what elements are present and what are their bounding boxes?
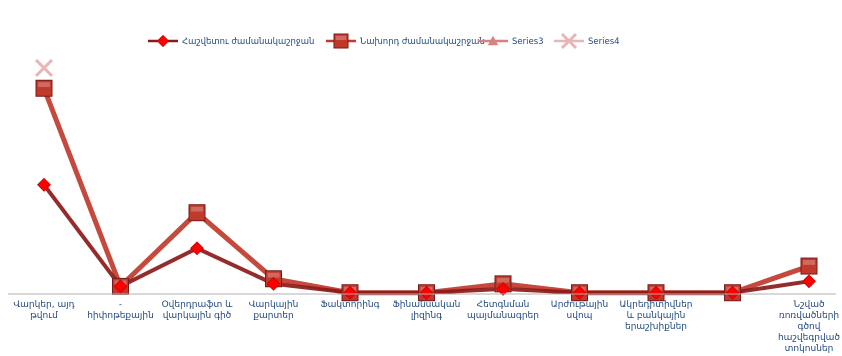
data-point-s1-2 — [190, 241, 204, 256]
legend-marker — [333, 33, 349, 49]
category-label-line: Նշված — [793, 300, 825, 310]
category-label-10: Նշված ռոռվածների գծով հաշվեգրված տոկոսներ — [778, 300, 840, 354]
category-label-8: Ակրեդիտիվներ և բանկային երաշխիքներ — [620, 300, 693, 332]
legend-label: Հաշվետու ժամանակաշրջան — [182, 37, 314, 47]
data-point-s2-10 — [800, 257, 818, 275]
category-label-line: Ֆակտորինգ — [320, 300, 379, 310]
category-label-line: ռոռվածների — [779, 311, 839, 321]
category-label-0: Վարկեր, այդ թվում — [13, 300, 74, 321]
legend-label: Series4 — [588, 37, 620, 47]
category-label-line: տոկոսներ — [785, 344, 834, 354]
category-label-line: հիփոթեքային — [87, 311, 154, 321]
category-label-line: պայմանագրեր — [467, 311, 539, 321]
category-label-line: հաշվեգրված — [778, 333, 840, 343]
category-label-line: - — [119, 300, 122, 310]
legend-marker — [560, 32, 578, 50]
legend-marker — [487, 35, 499, 46]
legend-marker-shine — [335, 35, 347, 40]
category-label-line: Ակրեդիտիվներ — [620, 300, 693, 310]
category-label-2: Օվերդրաֆտ և վարկային գիծ — [162, 300, 234, 321]
category-label-line: Արժութային — [551, 300, 608, 310]
data-point-s1-5 — [419, 285, 434, 300]
data-point-s4-0-b — [34, 58, 54, 78]
data-point-s2-6-shine — [497, 277, 509, 283]
legend-label: Նախորդ ժամանակաշրջան — [360, 37, 485, 47]
category-label-line: թվում — [30, 311, 58, 321]
data-point-s1-3 — [266, 276, 281, 291]
data-point-s2-0 — [35, 79, 53, 97]
data-point-s2-2 — [188, 204, 206, 222]
data-point-s1-9 — [725, 285, 740, 300]
category-label-line: վարկային գիծ — [163, 311, 232, 321]
category-label-line: քարտեր — [253, 311, 293, 321]
legend-label: Series3 — [512, 37, 544, 47]
series-markers — [34, 58, 818, 302]
chart-legend: Հաշվետու ժամանակաշրջան Նախորդ ժամանակաշրջ… — [148, 32, 620, 50]
series-line-1 — [42, 183, 810, 295]
data-point-s1-7 — [572, 285, 587, 300]
category-label-line: լիզինգ — [411, 311, 442, 321]
data-point-s2-0-shine — [38, 82, 50, 88]
legend-marker-body — [333, 33, 349, 49]
category-label-line: երաշխիքներ — [625, 322, 687, 332]
data-point-s2-2-body — [188, 204, 206, 222]
category-label-3: Վարկային քարտեր — [249, 300, 299, 321]
category-label-line: և բանկային — [627, 311, 686, 321]
category-label-line: Ֆինանսական — [393, 300, 461, 310]
category-label-4: Ֆակտորինգ — [320, 300, 379, 310]
data-point-s1-6 — [496, 281, 510, 296]
data-point-s1-1 — [113, 279, 128, 294]
category-label-line: գծով — [798, 322, 821, 332]
category-label-line: Վարկեր, այդ — [13, 300, 74, 310]
data-point-s1-4 — [343, 285, 357, 300]
legend-marker-b — [560, 32, 578, 50]
data-point-s2-2-shine — [191, 206, 203, 212]
series-line-2 — [41, 87, 810, 296]
data-point-s2-10-shine — [803, 260, 815, 265]
category-label-7: Արժութային սվոպ — [551, 300, 608, 321]
series-lines — [41, 87, 810, 296]
data-point-s4-0 — [34, 58, 54, 78]
legend-marker — [156, 34, 170, 48]
category-label-1: -հիփոթեքային — [87, 300, 154, 321]
category-label-5: Ֆինանսական լիզինգ — [393, 300, 461, 321]
category-label-line: սվոպ — [567, 311, 593, 321]
data-point-s2-0-body — [35, 79, 53, 97]
data-point-s2-3-shine — [267, 272, 280, 278]
category-label-6: Հետգնման պայմանագրեր — [467, 300, 539, 321]
data-point-s1-0 — [37, 177, 51, 192]
data-point-s1-10 — [802, 274, 816, 289]
category-label-line: Վարկային — [249, 300, 299, 310]
data-point-s1-8 — [649, 285, 663, 300]
category-label-line: Հետգնման — [477, 300, 530, 310]
data-point-s2-10-body — [800, 257, 818, 275]
category-label-line: Օվերդրաֆտ և — [162, 300, 234, 310]
